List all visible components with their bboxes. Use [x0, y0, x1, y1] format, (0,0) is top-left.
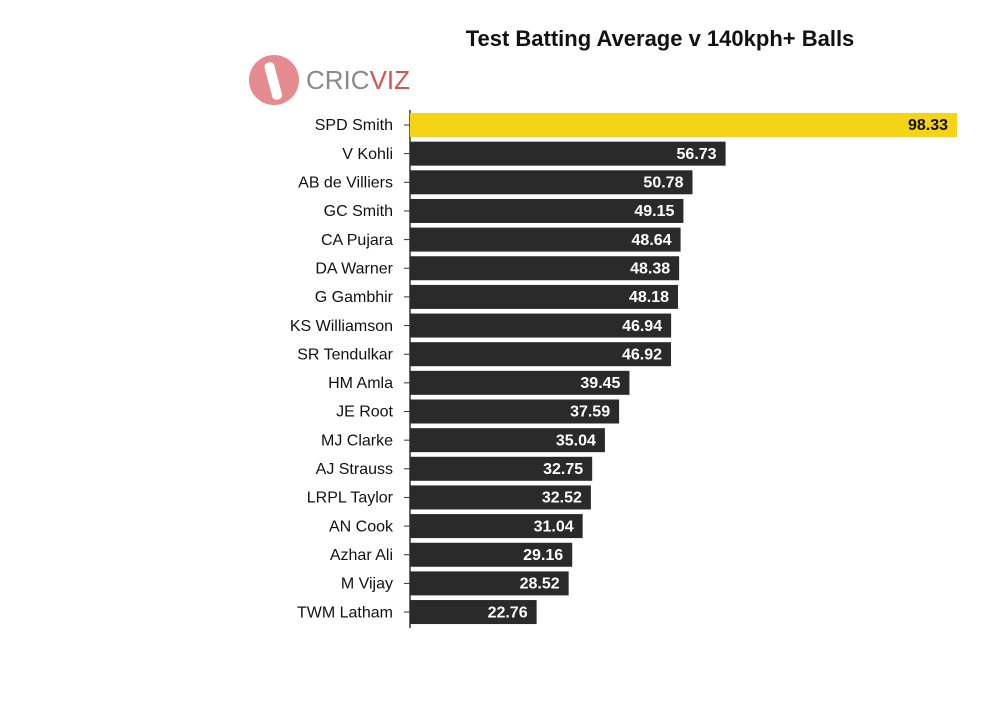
- bar: [410, 370, 630, 395]
- category-label: DA Warner: [315, 260, 393, 277]
- value-label: 46.92: [622, 346, 662, 363]
- value-label: 48.18: [629, 289, 669, 306]
- bar: [410, 141, 726, 166]
- category-label: GC Smith: [324, 203, 393, 220]
- value-label: 32.75: [543, 461, 583, 478]
- category-label: Azhar Ali: [330, 547, 393, 564]
- value-label: 46.94: [622, 318, 662, 335]
- bar: [410, 571, 569, 596]
- value-label: 48.38: [630, 260, 670, 277]
- value-label: 37.59: [570, 404, 610, 421]
- value-label: 98.33: [908, 117, 948, 134]
- category-label: MJ Clarke: [321, 432, 393, 449]
- category-label: SPD Smith: [315, 117, 393, 134]
- bar: [410, 542, 573, 567]
- category-label: LRPL Taylor: [307, 490, 394, 507]
- logo-text-part: CRIC: [306, 65, 370, 95]
- logo-text: CRICVIZ: [306, 65, 410, 95]
- logo-bat: [264, 62, 283, 100]
- category-label: SR Tendulkar: [297, 346, 393, 363]
- category-label: KS Williamson: [290, 318, 393, 335]
- bar: [410, 342, 672, 367]
- category-label: G Gambhir: [315, 289, 394, 306]
- category-label: V Kohli: [342, 146, 393, 163]
- chart-title: Test Batting Average v 140kph+ Balls: [466, 26, 855, 51]
- bar: [410, 485, 591, 510]
- bar: [410, 198, 684, 223]
- bar: [410, 600, 537, 625]
- value-label: 50.78: [643, 175, 683, 192]
- bar: [410, 113, 957, 137]
- category-label: AB de Villiers: [298, 175, 393, 192]
- value-label: 28.52: [520, 576, 560, 593]
- logo-text-part: VIZ: [370, 65, 411, 95]
- category-label: M Vijay: [341, 576, 393, 593]
- bar: [410, 456, 593, 481]
- category-label: JE Root: [336, 404, 393, 421]
- bar: [410, 256, 680, 281]
- bar: [410, 428, 605, 453]
- category-label: AN Cook: [329, 518, 394, 535]
- bar: [410, 313, 672, 338]
- category-label: TWM Latham: [297, 604, 393, 621]
- value-label: 35.04: [556, 432, 596, 449]
- bar: [410, 227, 681, 252]
- bar: [410, 399, 620, 424]
- value-label: 32.52: [542, 490, 582, 507]
- value-label: 49.15: [634, 203, 674, 220]
- category-label: HM Amla: [328, 375, 393, 392]
- bar: [410, 170, 693, 195]
- value-label: 29.16: [523, 547, 563, 564]
- logo: CRICVIZ: [249, 55, 410, 105]
- value-label: 31.04: [534, 518, 574, 535]
- value-label: 22.76: [488, 604, 528, 621]
- value-label: 48.64: [632, 232, 672, 249]
- value-label: 56.73: [677, 146, 717, 163]
- bar: [410, 284, 679, 309]
- value-label: 39.45: [580, 375, 620, 392]
- category-label: AJ Strauss: [316, 461, 393, 478]
- bar: [410, 514, 583, 539]
- category-label: CA Pujara: [321, 232, 393, 249]
